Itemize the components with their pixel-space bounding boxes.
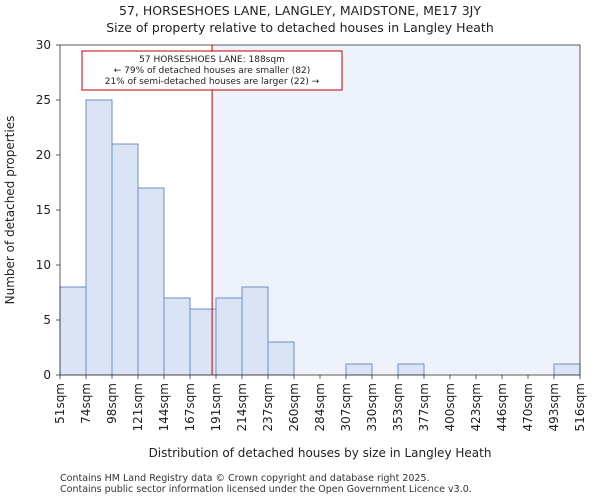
bar-307sqm [345,363,373,376]
x-axis-label: Distribution of detached houses by size … [149,446,492,460]
chart-subtitle: Size of property relative to detached ho… [106,20,494,35]
bar-144sqm [163,297,191,376]
x-tick-label: 516sqm [573,383,587,431]
bar-237sqm [267,341,295,376]
x-tick-label: 330sqm [365,383,379,431]
y-tick-label: 30 [36,38,51,52]
chart-title: 57, HORSESHOES LANE, LANGLEY, MAIDSTONE,… [119,3,481,18]
x-tick-label: 470sqm [521,383,535,431]
bar-51sqm [59,286,87,376]
bar-214sqm [241,286,269,376]
annotation-line-1: 57 HORSESHOES LANE: 188sqm [139,55,285,65]
x-tick-label: 493sqm [547,383,561,431]
x-tick-label: 353sqm [391,383,405,431]
x-tick-label: 237sqm [261,383,275,431]
x-tick-label: 214sqm [235,383,249,431]
footer-copyright: Contains HM Land Registry data © Crown c… [60,473,430,484]
y-tick-label: 20 [36,148,51,162]
bar-493sqm [553,363,581,376]
x-tick-label: 51sqm [53,383,67,424]
y-tick-label: 5 [43,313,51,327]
x-tick-label: 307sqm [339,383,353,431]
bar-121sqm [137,187,165,376]
x-tick-label: 284sqm [313,383,327,431]
x-tick-label: 167sqm [183,383,197,431]
footer-licence: Contains public sector information licen… [60,484,472,495]
x-tick-label: 400sqm [443,383,457,431]
y-axis-label: Number of detached properties [3,116,17,305]
bar-98sqm [111,143,139,376]
x-tick-label: 121sqm [131,383,145,431]
y-tick-label: 0 [43,368,51,382]
x-tick-label: 98sqm [105,383,119,424]
bars-group [59,99,581,376]
y-tick-label: 25 [36,93,51,107]
bar-191sqm [215,297,243,376]
right-of-property-shading [212,45,580,375]
x-tick-label: 74sqm [79,383,93,424]
annotation-line-3: 21% of semi-detached houses are larger (… [105,77,320,87]
x-tick-label: 446sqm [495,383,509,431]
x-tick-label: 191sqm [209,383,223,431]
x-tick-label: 377sqm [417,383,431,431]
y-tick-label: 10 [36,258,51,272]
axes-group: 0 5 10 15 20 25 30 51sqm 74sqm 98sqm 121sqm 144sqm 1… [36,38,587,431]
x-tick-label: 260sqm [287,383,301,431]
bar-353sqm [397,363,425,376]
y-tick-label: 15 [36,203,51,217]
x-tick-label: 423sqm [469,383,483,431]
annotation-line-2: ← 79% of detached houses are smaller (82… [114,66,311,76]
bar-74sqm [85,99,113,376]
annotation-box [81,50,343,91]
x-tick-label: 144sqm [157,383,171,431]
